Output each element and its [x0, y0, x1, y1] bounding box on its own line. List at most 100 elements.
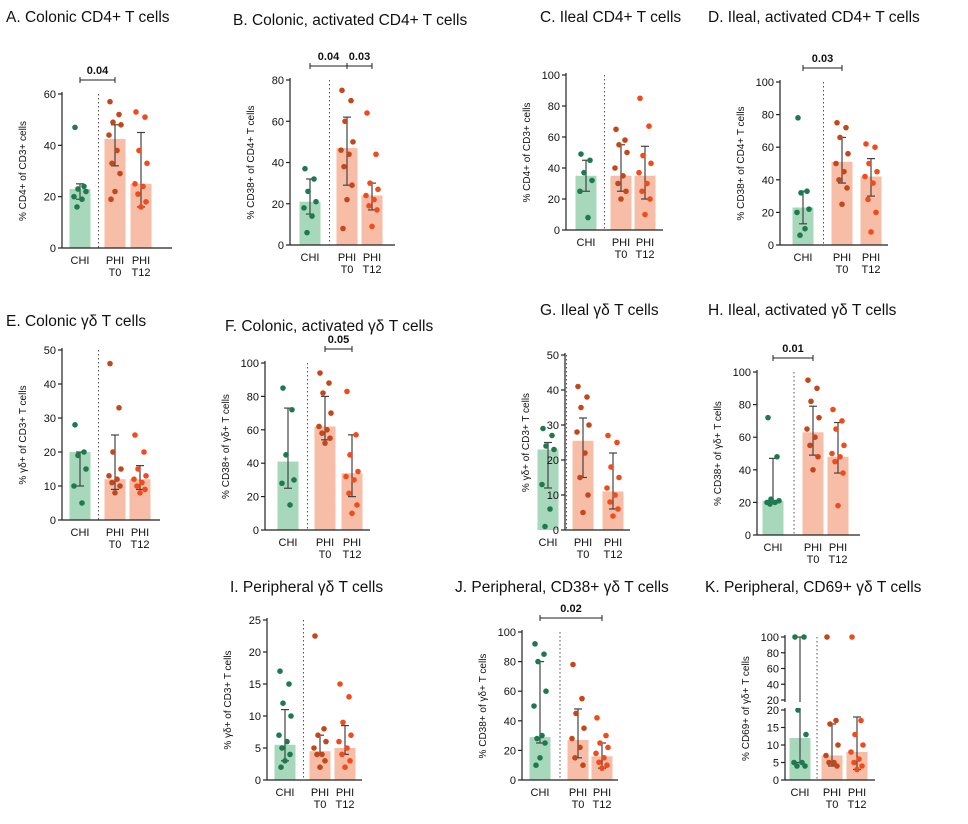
y-tick-label: 100 [542, 70, 560, 82]
data-point [852, 731, 858, 738]
y-tick-label: 0 [773, 775, 779, 787]
panel-title: F. Colonic, activated γδ T cells [225, 318, 433, 335]
data-point [540, 425, 546, 432]
data-point [597, 740, 603, 746]
x-tick-label: PHI T12 [604, 537, 623, 561]
y-tick-label: 100 [241, 358, 259, 370]
data-point [620, 172, 626, 179]
x-tick-label: CHI [764, 542, 783, 554]
y-axis-label: % CD38+ of γδ+ T cells [713, 401, 724, 506]
data-point [339, 751, 345, 758]
data-point [837, 453, 843, 460]
y-tick-label: 20 [247, 492, 259, 504]
data-point [367, 180, 373, 186]
bar-phi-t0 [572, 440, 594, 530]
data-point [135, 466, 141, 472]
data-point [577, 188, 583, 195]
data-point [543, 443, 549, 449]
y-tick-label: 15 [767, 723, 779, 735]
data-point [371, 196, 377, 203]
data-point [342, 118, 348, 125]
data-point [284, 738, 290, 745]
y-tick-label: 40 [548, 163, 560, 175]
data-point [277, 668, 283, 674]
y-tick-label: 0 [50, 243, 56, 255]
data-point [612, 165, 618, 171]
data-point [346, 694, 352, 700]
data-point [322, 440, 328, 446]
data-point [832, 458, 838, 465]
data-point [354, 502, 360, 508]
data-point [106, 473, 112, 479]
data-point [107, 98, 113, 105]
y-axis-label: % CD38+ of γδ+ T cells [478, 654, 489, 759]
data-point [624, 149, 630, 156]
data-point [601, 755, 607, 761]
data-point [579, 695, 585, 702]
data-point [532, 641, 538, 647]
y-tick-label: 40 [44, 379, 56, 391]
data-point [543, 688, 549, 694]
data-point [833, 160, 839, 167]
y-tick-label: 40 [247, 458, 259, 470]
data-point [575, 383, 581, 390]
data-point [71, 193, 77, 200]
data-point [81, 449, 87, 455]
y-tick-label: 20 [762, 207, 774, 219]
data-point [72, 124, 78, 131]
data-point [302, 165, 308, 172]
data-point [615, 506, 621, 512]
data-point [138, 204, 144, 210]
data-point [841, 442, 847, 449]
data-point [338, 147, 344, 153]
data-point [531, 703, 537, 709]
data-point [311, 745, 317, 751]
data-point [863, 141, 869, 147]
data-point [301, 205, 307, 211]
panel-title: E. Colonic γδ T cells [6, 313, 146, 330]
x-tick-label: CHI [276, 787, 295, 799]
x-tick-label: PHI T0 [106, 527, 124, 551]
data-point [613, 126, 619, 133]
data-point [110, 449, 116, 455]
panel-title: H. Ileal, activated γδ T cells [708, 302, 897, 319]
y-tick-label: 40 [504, 716, 516, 728]
y-axis-label: % CD38+ of γδ+ T cells [221, 394, 232, 499]
bar-phi-t0 [336, 148, 358, 245]
y-tick-label: 20 [767, 695, 779, 707]
data-point [605, 432, 611, 439]
data-point [648, 160, 654, 167]
data-point [801, 634, 807, 640]
data-point [594, 715, 600, 721]
data-point [823, 752, 829, 759]
data-point [135, 191, 141, 197]
panel-title: A. Colonic CD4+ T cells [6, 9, 170, 26]
data-point [280, 385, 286, 391]
data-point [344, 388, 350, 395]
panel-B: B. Colonic, activated CD4+ T cells % CD38… [233, 12, 467, 276]
x-tick-label: PHI T0 [833, 252, 851, 276]
data-point [808, 398, 814, 405]
y-tick-label: 40 [547, 385, 559, 397]
data-point [136, 147, 142, 154]
panel-title: J. Peripheral, CD38+ γδ T cells [455, 579, 669, 596]
data-point [350, 139, 356, 145]
y-tick-label: 0 [553, 525, 559, 537]
data-point [114, 476, 120, 483]
data-point [851, 759, 857, 766]
data-point [572, 755, 578, 761]
data-point [839, 418, 845, 424]
data-point [580, 762, 586, 768]
y-tick-label: 20 [249, 647, 261, 659]
panel-title: D. Ileal, activated CD4+ T cells [708, 9, 920, 26]
y-tick-label: 80 [767, 648, 779, 660]
data-point [586, 422, 592, 428]
data-point [584, 394, 590, 400]
y-tick-label: 60 [44, 89, 56, 101]
p-value-label: 0.04 [87, 65, 109, 77]
data-point [320, 390, 326, 396]
data-point [866, 160, 872, 167]
data-point [539, 481, 545, 488]
data-point [340, 719, 346, 726]
data-point [860, 742, 866, 748]
